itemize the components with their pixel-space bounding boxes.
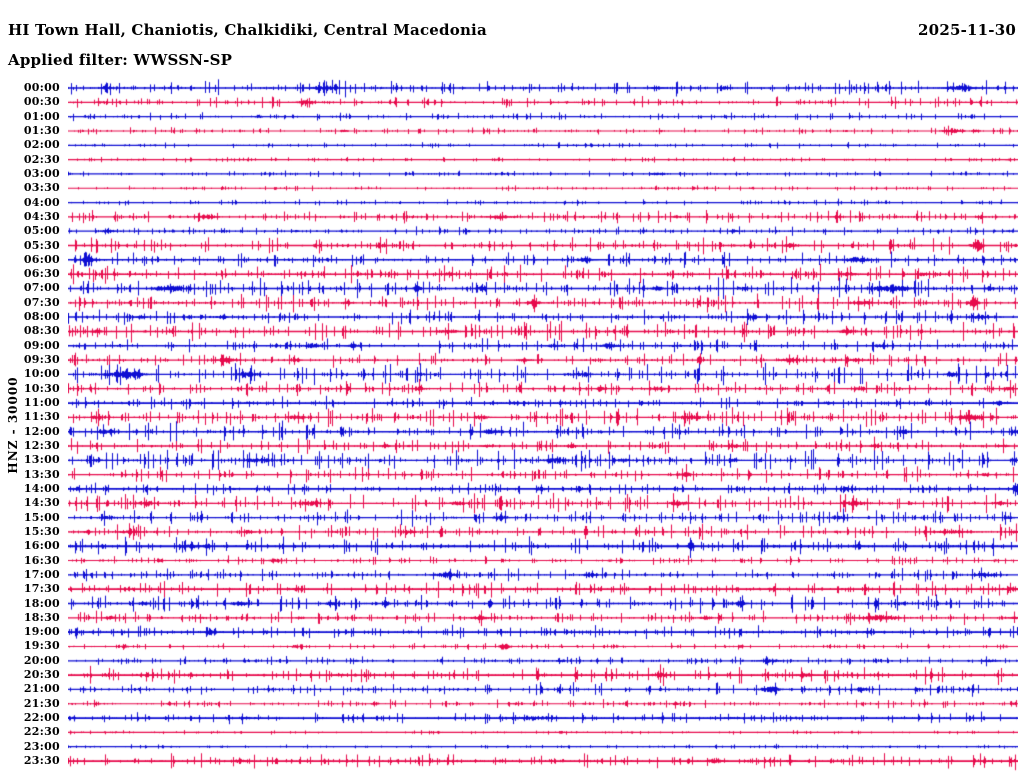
trace-row-time-label: 12:00 — [23, 424, 60, 438]
trace-row-time-label: 22:30 — [23, 725, 60, 739]
trace-row-time-label: 19:00 — [23, 625, 60, 639]
trace-row-time-label: 00:00 — [23, 81, 60, 94]
trace-row-time-label: 03:30 — [23, 181, 60, 195]
trace-row-time-label: 01:30 — [23, 123, 60, 137]
trace-row-time-label: 13:00 — [23, 453, 60, 467]
trace-row-time-label: 14:30 — [23, 496, 60, 510]
record-date: 2025-11-30 — [918, 21, 1016, 39]
trace-row-time-label: 05:30 — [23, 238, 60, 252]
trace-row-time-label: 07:00 — [23, 281, 60, 295]
trace-row-time-label: 21:30 — [23, 696, 60, 710]
trace-row-time-label: 12:30 — [23, 439, 60, 452]
applied-filter-label: Applied filter: WWSSN-SP — [8, 51, 233, 69]
trace-row-time-label: 00:30 — [23, 95, 60, 109]
trace-row-time-label: 03:00 — [23, 166, 60, 180]
trace-row-time-label: 10:30 — [23, 381, 60, 395]
trace-row-time-label: 08:00 — [23, 310, 60, 324]
trace-row-time-label: 20:30 — [23, 668, 60, 682]
trace-row-time-label: 09:00 — [23, 338, 60, 352]
helicorder-traces-canvas — [68, 78, 1018, 773]
trace-row-time-label: 11:30 — [23, 410, 60, 424]
trace-row-time-label: 09:30 — [23, 353, 60, 367]
trace-row-time-label: 16:30 — [23, 553, 60, 567]
trace-row-time-label: 10:00 — [23, 367, 60, 381]
trace-row-time-label: 05:00 — [23, 224, 60, 238]
trace-row-time-label: 21:00 — [23, 682, 60, 696]
station-title: HI Town Hall, Chaniotis, Chalkidiki, Cen… — [8, 21, 487, 39]
trace-row-time-label: 07:30 — [23, 295, 60, 309]
trace-row-time-label: 16:00 — [23, 539, 60, 553]
trace-row-time-label: 20:00 — [23, 653, 60, 667]
trace-row-time-label: 23:30 — [23, 754, 60, 768]
trace-row-time-label: 02:30 — [23, 152, 60, 166]
trace-row-time-label: 18:30 — [23, 610, 60, 624]
trace-row-time-label: 17:00 — [23, 567, 60, 581]
trace-row-time-label: 04:30 — [23, 209, 60, 223]
trace-row-time-label: 04:00 — [23, 195, 60, 209]
trace-row-time-label: 06:00 — [23, 252, 60, 266]
trace-row-time-label: 15:00 — [23, 510, 60, 524]
trace-row-time-label: 11:00 — [23, 396, 60, 410]
trace-row-time-label: 23:00 — [23, 739, 60, 753]
trace-row-time-label: 19:30 — [23, 639, 60, 653]
trace-row-time-label: 13:30 — [23, 467, 60, 481]
trace-row-time-label: 01:00 — [23, 109, 60, 123]
trace-row-time-label: 18:00 — [23, 596, 60, 610]
trace-row-time-label: 14:00 — [23, 481, 60, 495]
trace-row-time-label: 17:30 — [23, 582, 60, 596]
trace-row-time-label: 15:30 — [23, 524, 60, 538]
trace-row-time-label: 08:30 — [23, 324, 60, 338]
trace-row-time-label: 22:00 — [23, 711, 60, 725]
trace-row-time-label: 06:30 — [23, 267, 60, 281]
trace-row-time-label: 02:00 — [23, 138, 60, 152]
